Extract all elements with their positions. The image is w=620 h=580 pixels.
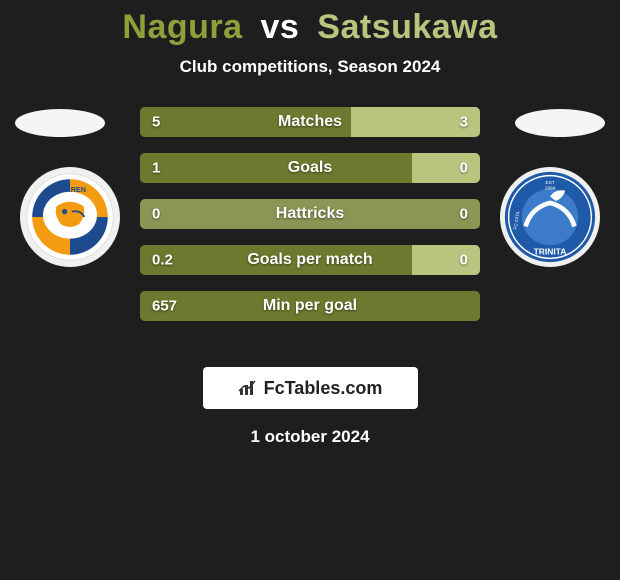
stat-label: Goals [288,159,332,177]
date-label: 1 october 2024 [0,427,620,447]
subtitle: Club competitions, Season 2024 [0,57,620,77]
stat-label: Goals per match [247,251,372,269]
svg-text:TRINITA: TRINITA [534,247,567,257]
stat-value-right: 3 [460,114,468,131]
stats-area: V·VAREN EST 1994 TRINITA FC OITA 5 3 Match… [0,107,620,357]
stat-value-left: 0.2 [152,252,173,269]
chart-icon [238,379,258,397]
stat-value-right: 0 [460,252,468,269]
stat-label: Matches [278,113,342,131]
stat-label: Hattricks [276,205,344,223]
page-title: Nagura vs Satsukawa [0,0,620,47]
watermark: FcTables.com [203,367,418,409]
stat-value-left: 657 [152,298,177,315]
bar-left [140,153,412,183]
svg-text:EST: EST [545,180,554,185]
stat-bars: 5 3 Matches 1 0 Goals 0 0 Hattricks 0.2 0 Goals per… [140,107,480,337]
trinita-logo-icon: EST 1994 TRINITA FC OITA [503,170,597,264]
svg-text:V·VAREN: V·VAREN [54,185,86,194]
team-logo-left: V·VAREN [20,167,120,267]
flag-right [515,109,605,137]
title-vs: vs [261,8,300,46]
watermark-text: FcTables.com [264,378,383,399]
stat-row: 0.2 0 Goals per match [140,245,480,275]
title-player-right: Satsukawa [317,8,497,46]
flag-left [15,109,105,137]
stat-value-left: 1 [152,160,160,177]
vvaren-logo-icon: V·VAREN [25,172,115,262]
bar-right [412,153,480,183]
stat-value-right: 0 [460,206,468,223]
svg-text:1994: 1994 [545,186,556,191]
stat-row: 0 0 Hattricks [140,199,480,229]
stat-value-right: 0 [460,160,468,177]
bar-right [412,245,480,275]
stat-row: 5 3 Matches [140,107,480,137]
stat-label: Min per goal [263,297,357,315]
stat-value-left: 5 [152,114,160,131]
stat-row: 1 0 Goals [140,153,480,183]
stat-value-left: 0 [152,206,160,223]
stat-row: 657 Min per goal [140,291,480,321]
title-player-left: Nagura [122,8,242,46]
team-logo-right: EST 1994 TRINITA FC OITA [500,167,600,267]
